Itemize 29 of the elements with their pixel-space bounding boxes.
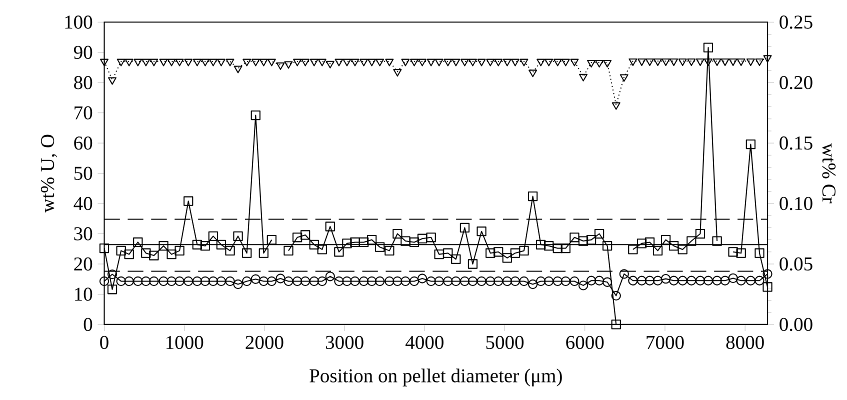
x-tick-label: 4000 — [406, 336, 444, 349]
x-axis-title: Position on pellet diameter (μm) — [310, 368, 562, 386]
y-tick-label: 10 — [75, 288, 92, 301]
y2-tick-label: 0.05 — [780, 257, 812, 271]
y2-tick-label: 0.10 — [780, 196, 812, 210]
y-tick-label: 30 — [74, 227, 92, 240]
y-tick-label: 90 — [74, 46, 92, 59]
x-tick-label: 1000 — [166, 336, 204, 349]
x-tick-label: 0 — [100, 336, 108, 349]
x-tick-label: 2000 — [246, 336, 284, 349]
y2-tick-label: 0.15 — [780, 136, 812, 150]
x-tick-label: 3000 — [326, 336, 364, 349]
y-tick-label: 80 — [74, 76, 92, 90]
y-tick-label: 70 — [74, 106, 92, 120]
y-tick-label: 60 — [74, 136, 92, 150]
y-axis-title: wt% U, O — [40, 134, 57, 213]
y2-tick-label: 0.25 — [780, 15, 812, 29]
y-tick-label: 50 — [74, 166, 92, 180]
y2-tick-label: 0.20 — [780, 76, 812, 90]
y-tick-label: 40 — [74, 196, 92, 210]
y2-tick-label: 0.00 — [780, 318, 812, 332]
x-tick-label: 5000 — [486, 336, 524, 349]
y-tick-label: 20 — [74, 257, 92, 271]
x-tick-label: 8000 — [726, 336, 764, 349]
y-tick-label: 100 — [65, 16, 92, 29]
y2-axis-title: wt% Cr — [822, 143, 836, 204]
x-tick-label: 6000 — [566, 336, 604, 349]
y-tick-label: 0 — [84, 318, 92, 332]
x-tick-label: 7000 — [646, 336, 684, 349]
